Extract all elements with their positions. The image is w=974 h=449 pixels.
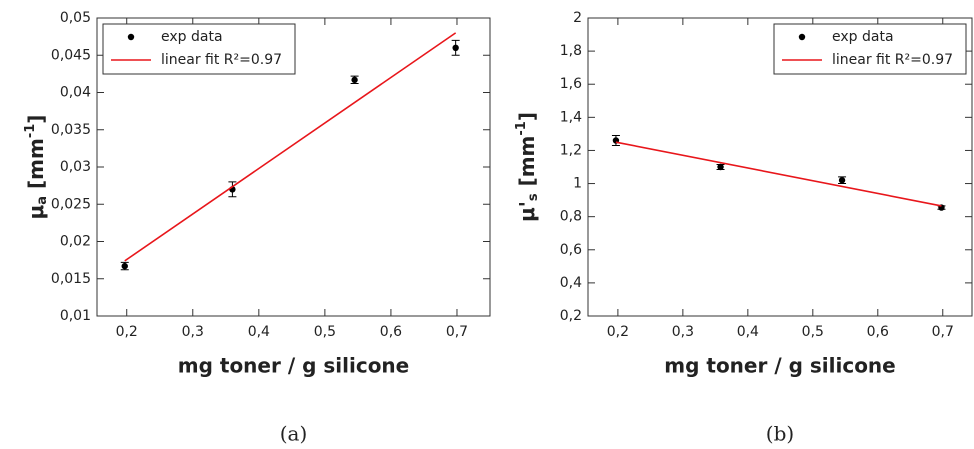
fit-line <box>615 141 942 207</box>
data-point <box>351 76 358 84</box>
y-tick-label: 0,01 <box>60 308 91 324</box>
y-axis-label-part: -1 <box>514 121 529 135</box>
legend-box <box>102 23 296 75</box>
y-tick-label: 0,02 <box>60 234 91 250</box>
y-tick-label: 0,8 <box>560 209 582 225</box>
y-tick-label: 0,03 <box>60 159 91 175</box>
x-axis-label: mg toner / g silicone <box>664 354 895 378</box>
y-axis-label-part: ] <box>24 115 48 124</box>
y-axis-label-part: [mm <box>515 136 539 194</box>
legend-label: exp data <box>832 29 894 45</box>
caption: (b) <box>766 422 794 446</box>
y-tick-label: 1,4 <box>560 109 582 125</box>
chart: 0,2 0,3 0,4 0,5 0,6 0,7 0,2 0,4 0,6 0,8 1 1,2 1,4 1,6… <box>514 10 973 446</box>
data-point <box>452 44 459 51</box>
y-axis-label: μ's [mm-1] <box>514 112 541 222</box>
x-tick-label: 0,7 <box>932 324 954 340</box>
x-axis-label: mg toner / g silicone <box>178 354 409 378</box>
y-axis-label-part: μ' <box>515 201 539 222</box>
y-tick-label: 1 <box>573 176 582 192</box>
y-axis-label-part: -1 <box>23 124 38 138</box>
data-point <box>838 177 846 184</box>
y-tick-label: 0,4 <box>560 275 582 291</box>
x-tick-label: 0,7 <box>446 324 468 340</box>
x-tick-label: 0,5 <box>314 324 336 340</box>
y-tick-label: 0,04 <box>60 85 91 101</box>
legend-label: linear fit R²=0.97 <box>161 52 282 68</box>
y-axis-label-part: a <box>35 196 50 205</box>
plot-frame <box>587 17 973 317</box>
y-axis-label-part: ] <box>515 112 539 121</box>
legend-box <box>773 23 967 75</box>
x-tick-label: 0,4 <box>248 324 270 340</box>
x-tick-label: 0,3 <box>672 324 694 340</box>
y-tick-label: 1,8 <box>560 43 582 59</box>
y-tick-label: 2 <box>573 10 582 26</box>
y-tick-label: 1,2 <box>560 142 582 158</box>
y-tick-label: 0,025 <box>51 196 91 212</box>
x-tick-label: 0,3 <box>182 324 204 340</box>
fit-line <box>124 32 457 262</box>
x-tick-label: 0,6 <box>867 324 889 340</box>
y-axis-label-part: μ <box>24 204 48 219</box>
y-axis-label-part: s <box>526 193 541 201</box>
legend-label: linear fit R²=0.97 <box>832 52 953 68</box>
chart: 0,2 0,3 0,4 0,5 0,6 0,7 0,01 0,015 0,02 0,025 0,03… <box>23 10 491 446</box>
x-tick-label: 0,5 <box>802 324 824 340</box>
y-axis-label: μa [mm-1] <box>23 115 50 220</box>
legend-label: exp data <box>161 29 223 45</box>
y-tick-label: 0,045 <box>51 47 91 63</box>
y-tick-label: 0,035 <box>51 122 91 138</box>
x-tick-label: 0,4 <box>737 324 759 340</box>
y-axis-label-part: [mm <box>24 138 48 196</box>
y-tick-label: 1,6 <box>560 76 582 92</box>
data-point <box>121 262 128 270</box>
x-tick-label: 0,2 <box>116 324 138 340</box>
legend-swatch <box>127 33 135 41</box>
x-tick-label: 0,2 <box>607 324 629 340</box>
caption: (a) <box>280 422 308 446</box>
y-tick-label: 0,015 <box>51 271 91 287</box>
y-tick-label: 0,6 <box>560 242 582 258</box>
x-tick-label: 0,6 <box>380 324 402 340</box>
legend-swatch <box>798 33 806 41</box>
y-tick-label: 0,2 <box>560 308 582 324</box>
y-tick-label: 0,05 <box>60 10 91 26</box>
data-point <box>717 163 724 171</box>
